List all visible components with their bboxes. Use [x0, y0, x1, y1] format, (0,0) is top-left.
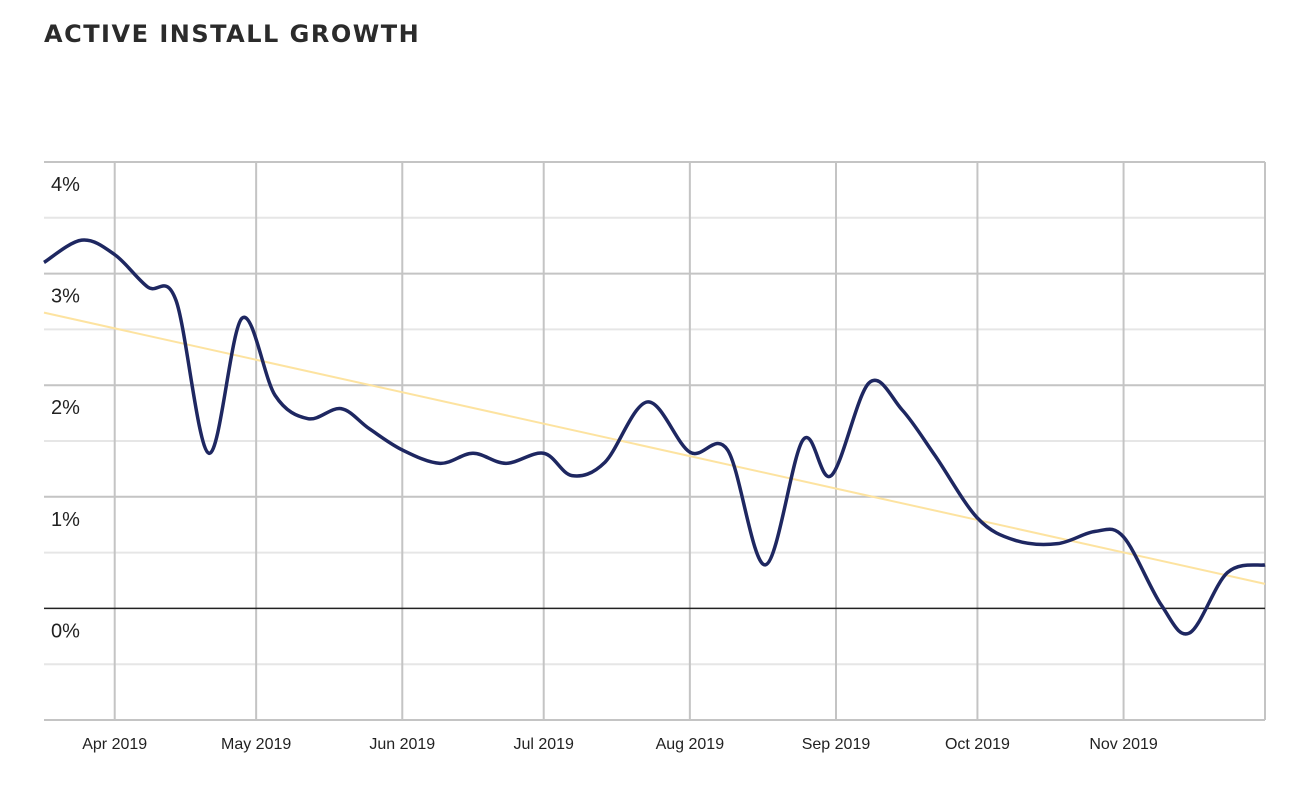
x-tick-label: Sep 2019	[802, 736, 871, 753]
y-tick-label: 1%	[51, 509, 80, 531]
y-tick-label: 0%	[51, 620, 80, 642]
x-tick-label: Jul 2019	[513, 736, 574, 753]
y-tick-label: 2%	[51, 397, 80, 419]
chart-title: ACTIVE INSTALL GROWTH	[44, 20, 421, 48]
x-tick-label: Jun 2019	[369, 736, 435, 753]
trendline	[43, 311, 1266, 585]
y-tick-label: 3%	[51, 286, 80, 308]
y-tick-label: 4%	[51, 174, 80, 196]
x-tick-label: Aug 2019	[656, 736, 725, 753]
x-tick-label: Apr 2019	[82, 736, 147, 753]
series-line	[43, 238, 1266, 636]
x-tick-label: Oct 2019	[945, 736, 1010, 753]
x-tick-label: May 2019	[221, 736, 291, 753]
x-tick-label: Nov 2019	[1089, 736, 1158, 753]
